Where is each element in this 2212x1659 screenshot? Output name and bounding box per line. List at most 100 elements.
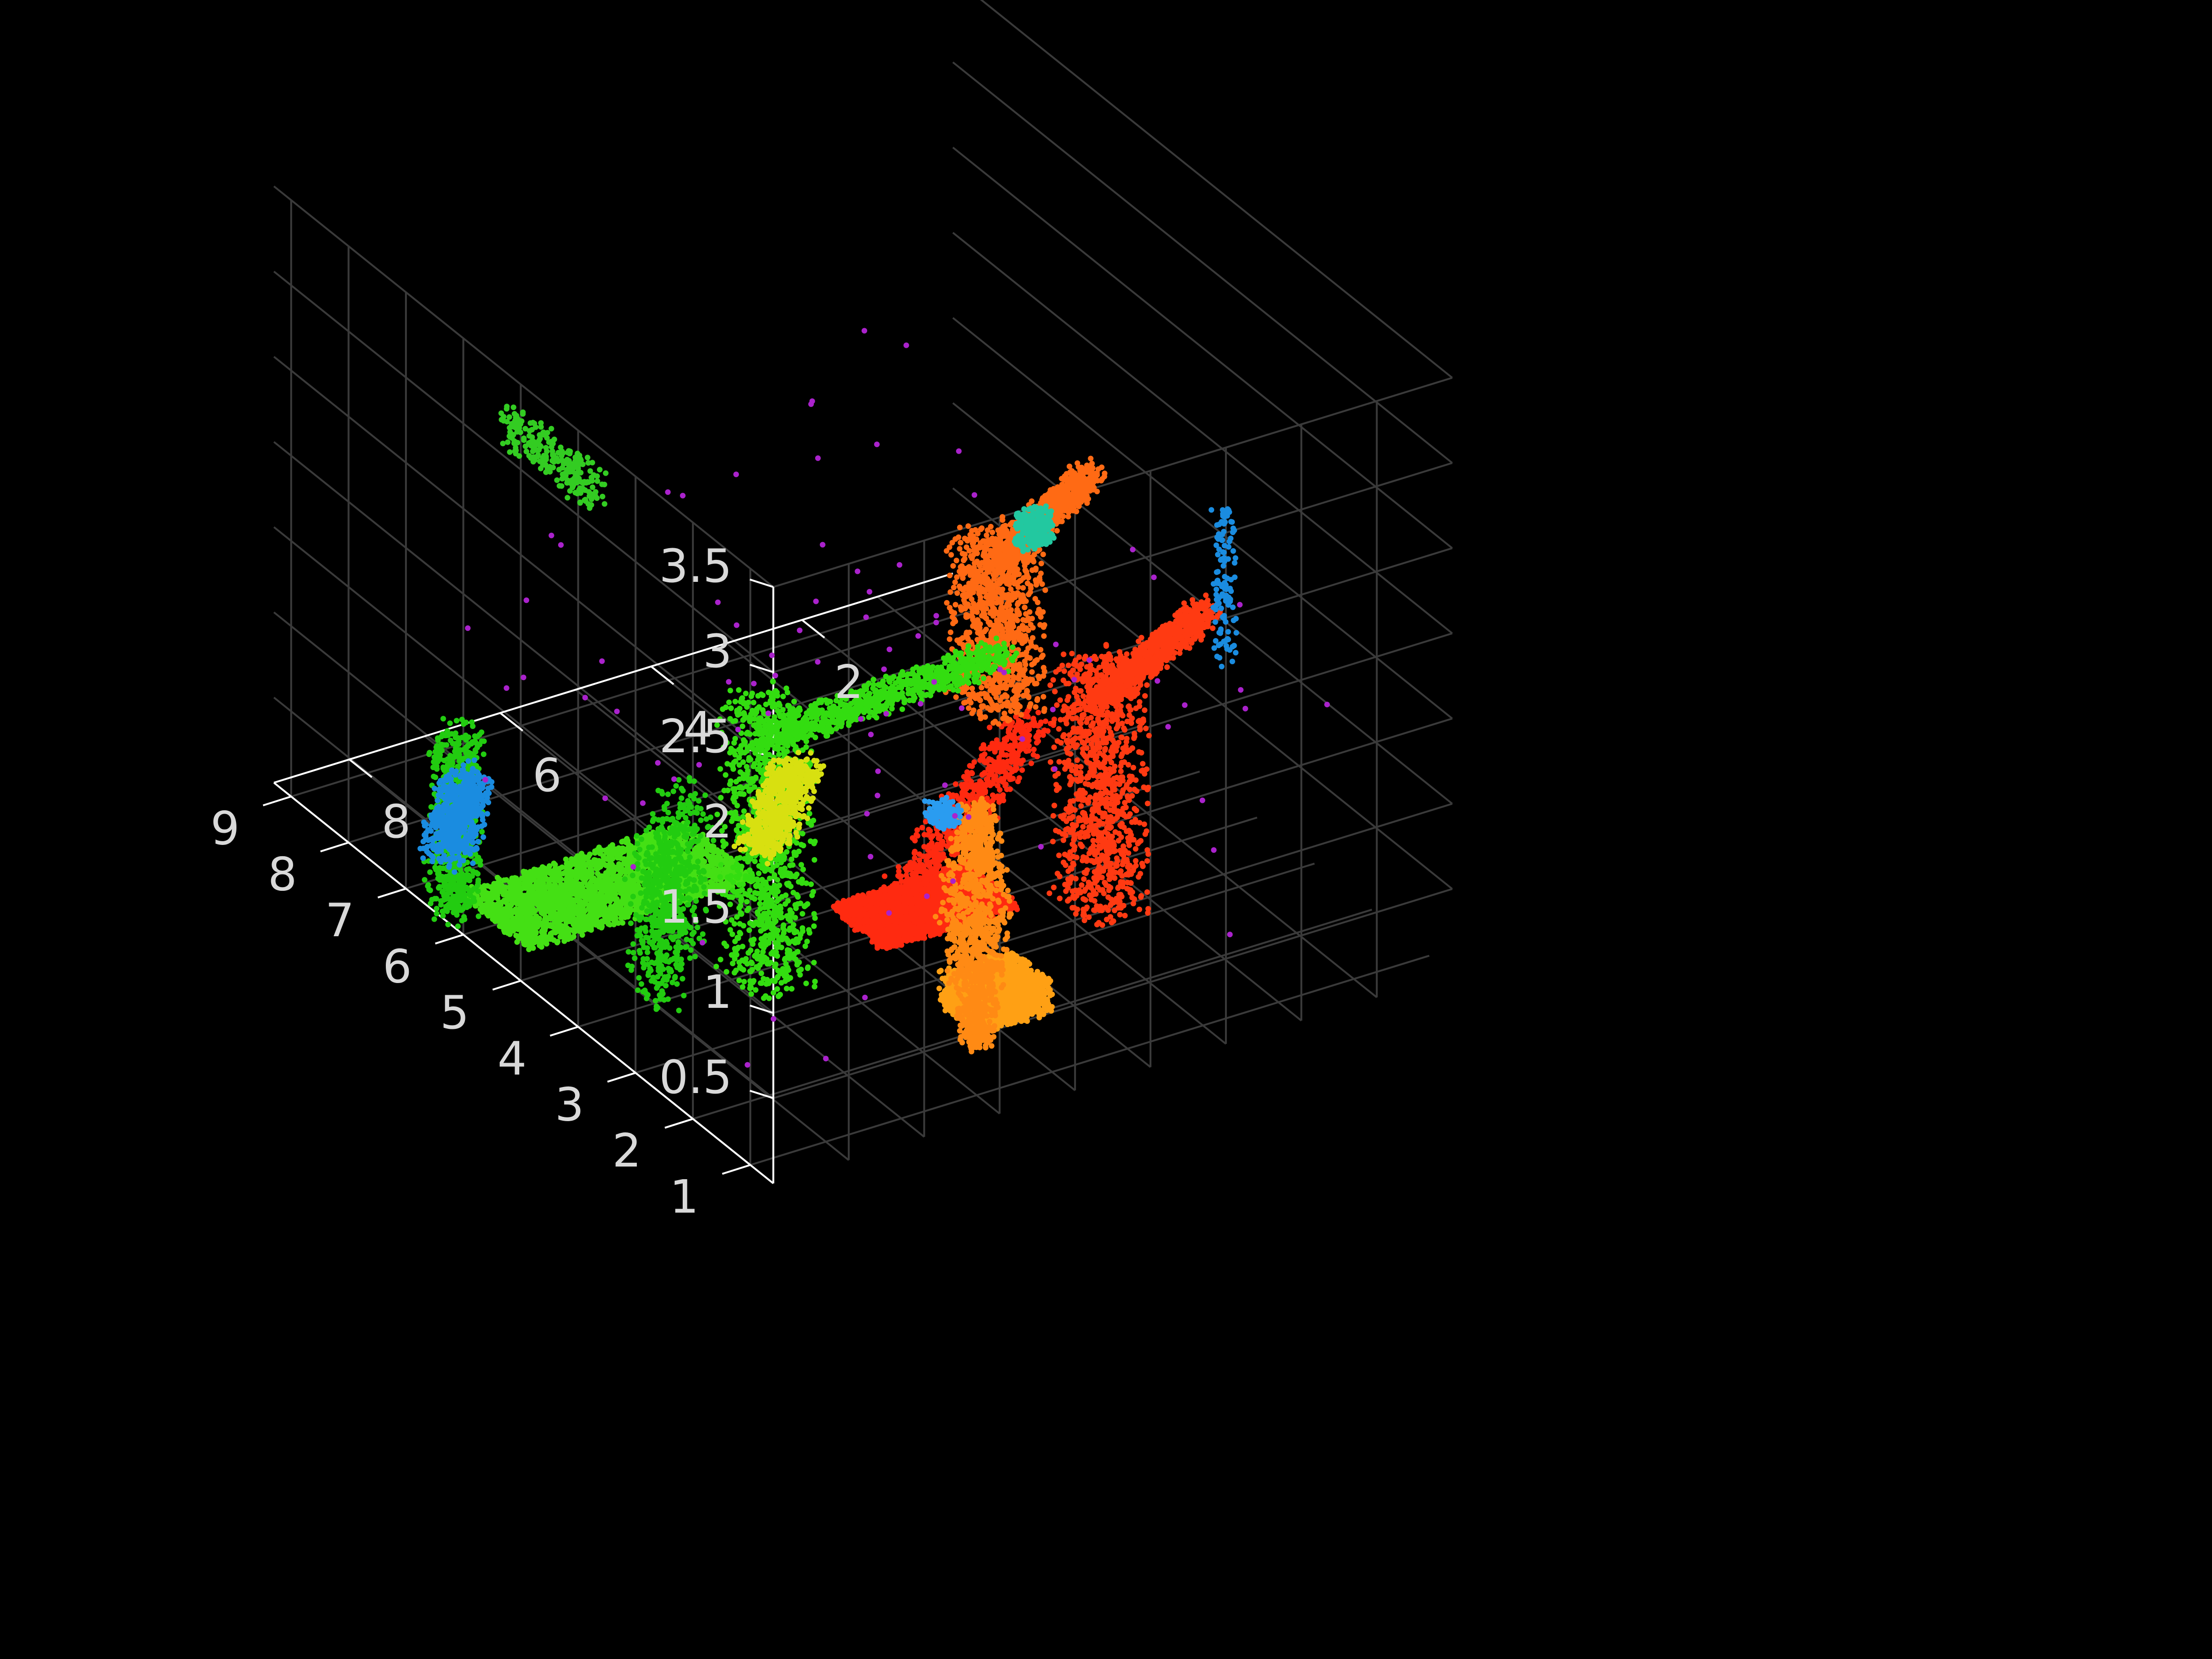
point <box>870 917 875 923</box>
grid-line-x-floor <box>500 712 1001 1115</box>
point <box>874 943 880 949</box>
point <box>921 931 926 937</box>
point <box>1126 712 1132 718</box>
point <box>988 781 994 787</box>
point <box>1017 721 1023 727</box>
point <box>905 914 910 920</box>
y-tick-mark <box>377 888 406 899</box>
point <box>964 769 970 775</box>
point <box>920 853 926 859</box>
point <box>987 724 993 730</box>
point <box>927 908 933 914</box>
point <box>884 902 890 908</box>
z-tick-mark <box>749 664 774 673</box>
point <box>875 920 881 926</box>
point <box>1005 729 1011 735</box>
point <box>855 893 861 899</box>
point <box>1121 725 1127 731</box>
point <box>1103 643 1109 649</box>
point <box>1080 824 1086 830</box>
point <box>1122 800 1128 806</box>
point <box>1012 728 1018 734</box>
point <box>896 868 902 874</box>
point <box>1128 718 1134 724</box>
point <box>1107 825 1113 831</box>
point <box>907 866 914 872</box>
point <box>1000 792 1006 798</box>
point <box>1089 736 1095 742</box>
point <box>1035 723 1041 729</box>
point <box>1012 759 1018 765</box>
point <box>884 945 890 951</box>
point <box>1116 781 1122 787</box>
point <box>882 932 888 939</box>
point <box>1080 693 1086 699</box>
point <box>927 927 933 933</box>
point <box>1036 729 1042 735</box>
point <box>846 912 852 918</box>
point <box>912 855 918 861</box>
point <box>929 833 936 839</box>
point <box>846 897 852 903</box>
point <box>978 789 984 795</box>
point <box>857 898 863 904</box>
point <box>914 876 920 882</box>
point <box>850 904 856 910</box>
point <box>992 794 998 800</box>
point <box>1015 778 1021 785</box>
point <box>900 938 906 943</box>
point <box>1026 743 1032 749</box>
point <box>912 837 918 844</box>
point <box>1081 876 1087 882</box>
point <box>1083 754 1088 760</box>
point <box>851 917 857 923</box>
point <box>993 909 999 915</box>
point <box>952 781 959 787</box>
point <box>1078 688 1084 694</box>
point <box>1090 837 1096 844</box>
y-tick-mark <box>492 980 521 991</box>
grid-line-z-side <box>273 611 774 1014</box>
point <box>965 793 971 800</box>
point <box>1130 901 1136 907</box>
point <box>1023 723 1029 729</box>
point <box>896 890 902 896</box>
point <box>890 902 896 908</box>
point <box>1065 662 1071 668</box>
point <box>1099 922 1106 928</box>
point <box>984 776 989 782</box>
point <box>1104 917 1110 923</box>
y-tick-mark <box>607 1072 636 1083</box>
point <box>1053 669 1059 675</box>
point <box>995 783 1001 789</box>
point <box>1003 737 1010 743</box>
point <box>964 777 969 783</box>
point <box>882 873 888 879</box>
point <box>1144 858 1150 864</box>
point <box>1035 710 1041 716</box>
point <box>998 766 1004 772</box>
point <box>879 912 885 918</box>
point <box>1007 786 1013 792</box>
point <box>969 763 975 769</box>
point <box>1143 726 1149 732</box>
point <box>888 929 894 935</box>
point <box>992 765 998 771</box>
point <box>1084 719 1090 725</box>
point <box>1127 811 1133 817</box>
y-tick-mark <box>550 1026 579 1037</box>
point <box>931 847 937 853</box>
point <box>1078 830 1084 835</box>
point <box>1024 748 1029 754</box>
point <box>871 889 877 896</box>
point <box>1047 890 1053 896</box>
point <box>907 896 913 903</box>
point <box>1145 910 1151 916</box>
point <box>979 772 985 778</box>
point-cloud-points <box>417 328 1330 1068</box>
z-tick-mark <box>749 579 774 588</box>
point <box>1135 639 1142 644</box>
point <box>1021 728 1027 734</box>
point <box>922 887 929 893</box>
point <box>1138 768 1144 774</box>
